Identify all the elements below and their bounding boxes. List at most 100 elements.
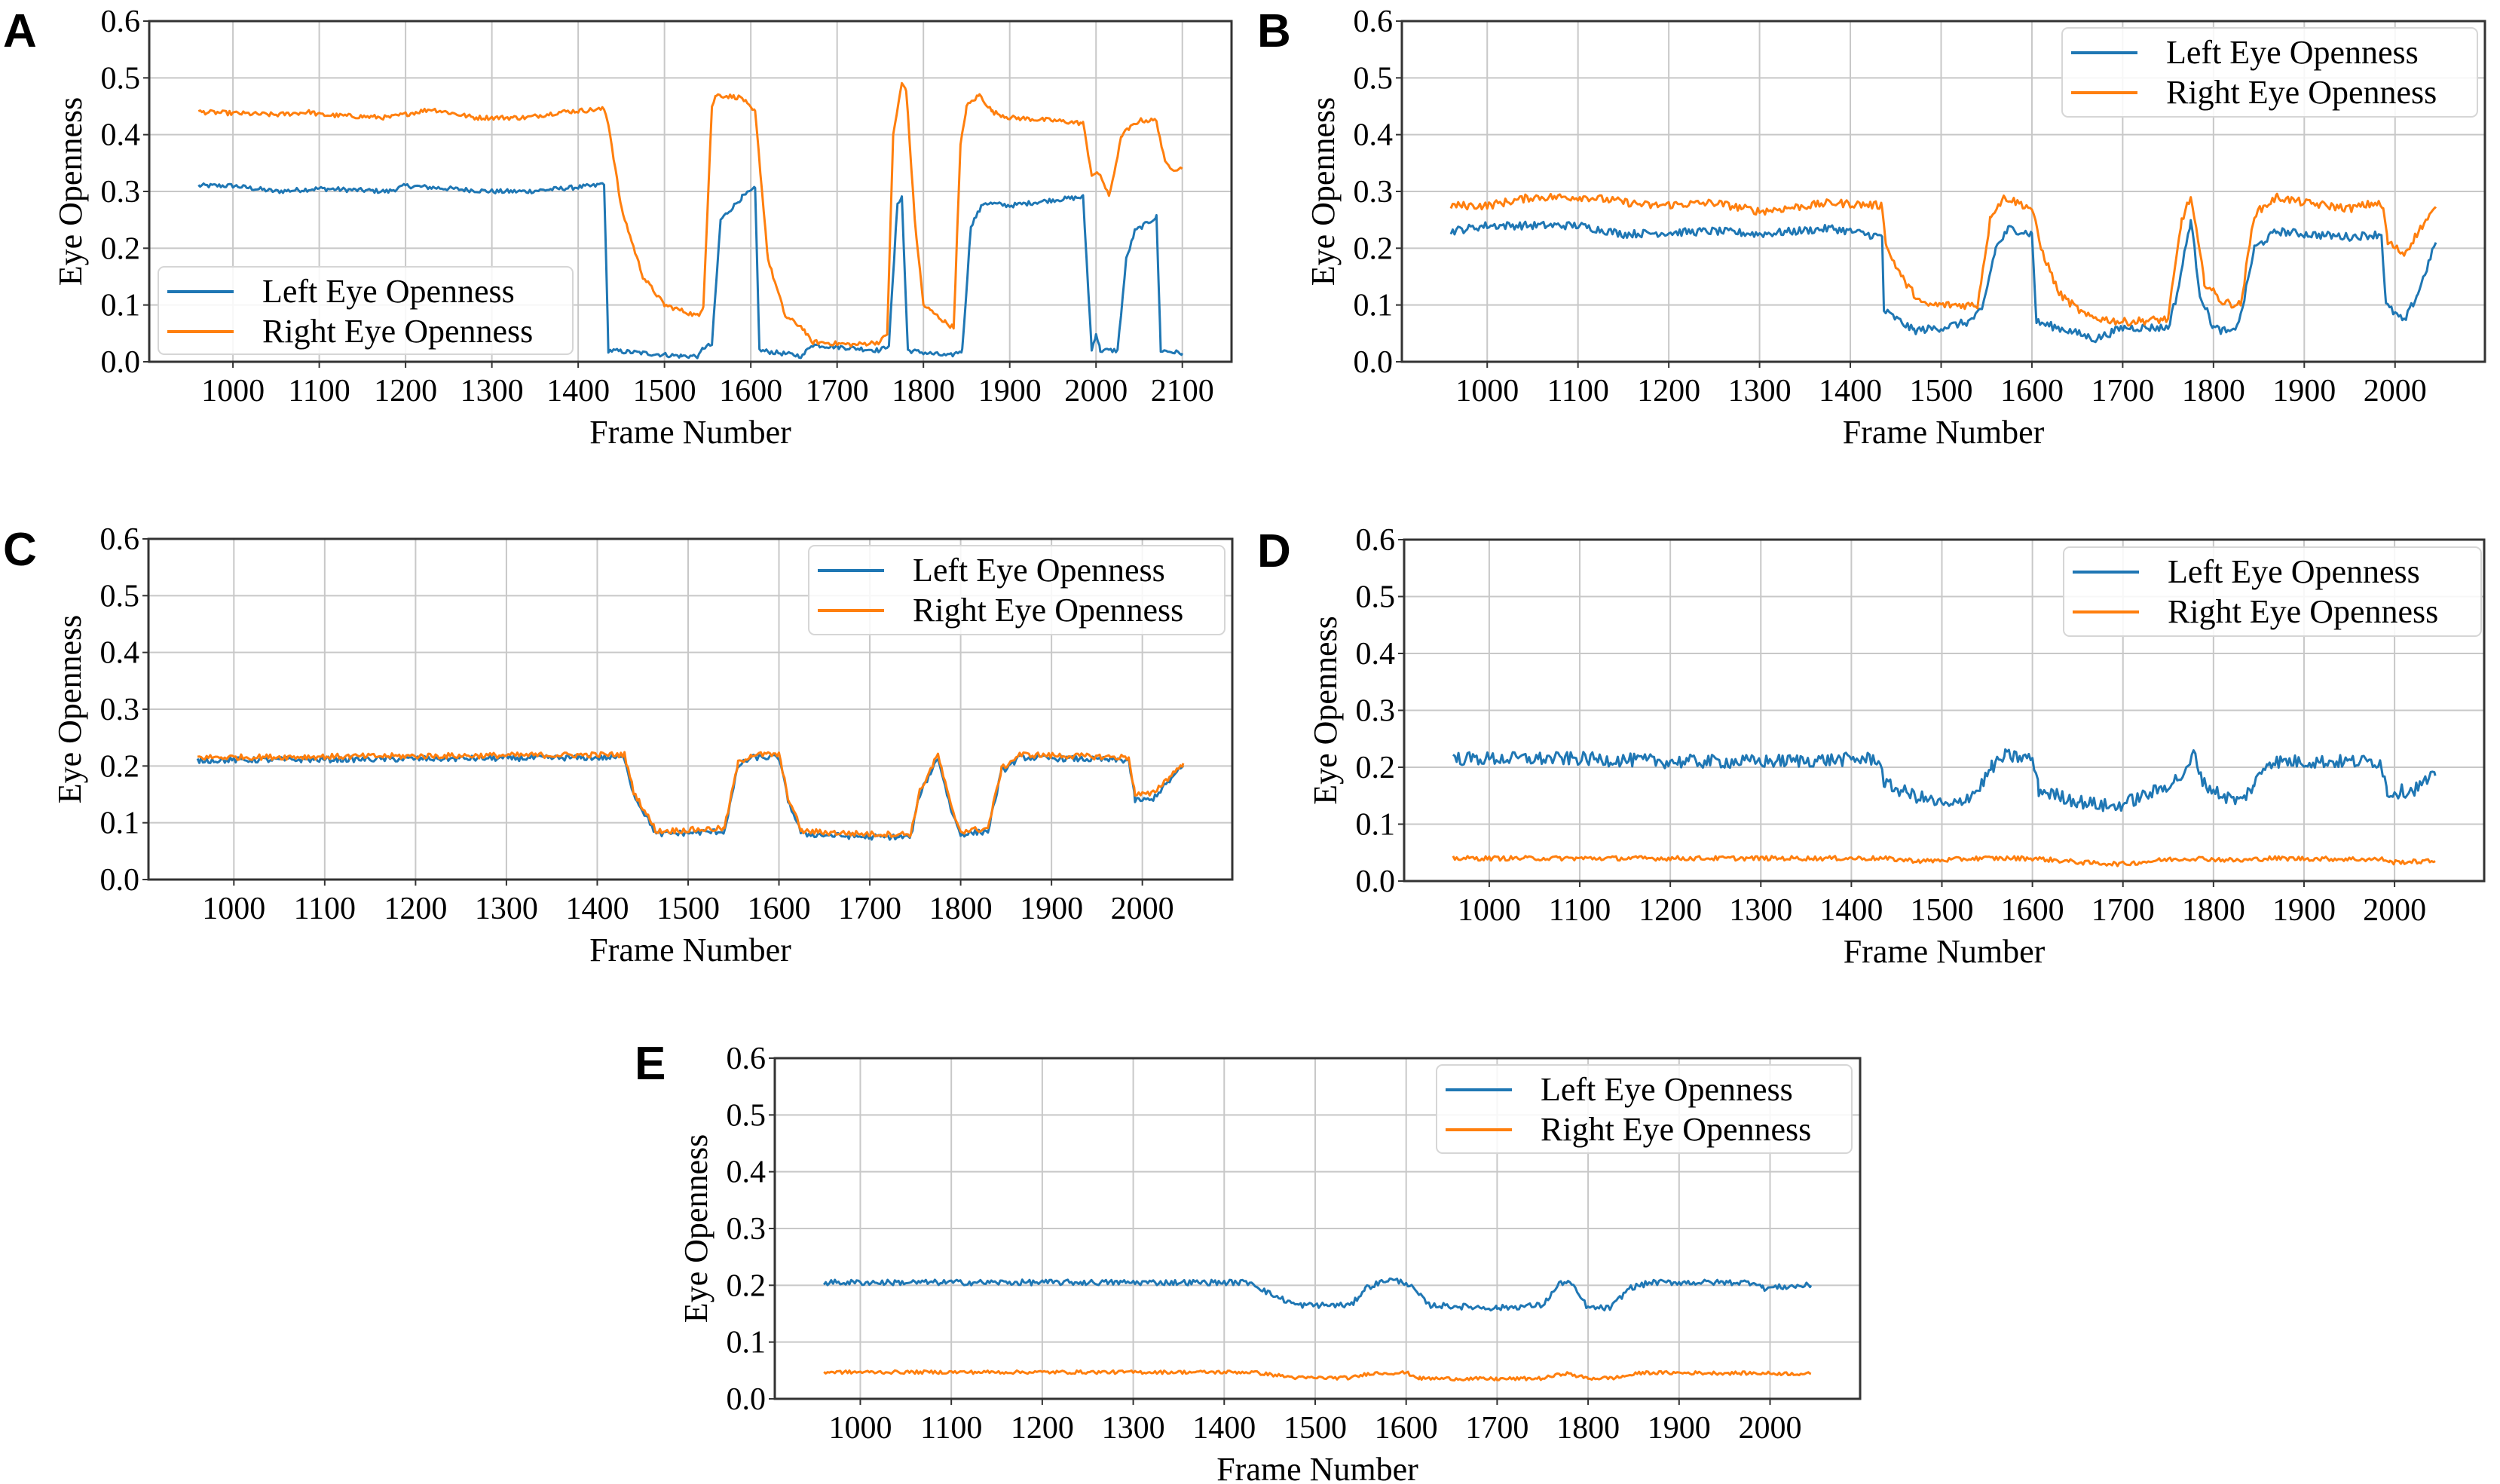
y-tick-label: 0.1 <box>1356 808 1396 843</box>
series-line-left-eye <box>1449 219 2437 344</box>
x-tick-label: 1900 <box>2272 893 2336 928</box>
x-tick-label: 1300 <box>461 374 524 408</box>
x-axis-label: Frame Number <box>589 932 791 968</box>
plot-frame <box>148 20 1233 363</box>
panel-label: A <box>3 5 37 57</box>
x-tick-label: 1200 <box>374 374 437 408</box>
x-tick-label: 1200 <box>1639 893 1702 928</box>
y-tick-label: 0.2 <box>100 749 140 784</box>
y-tick-label: 0.6 <box>727 1042 767 1076</box>
legend-label: Right Eye Openness <box>1541 1111 1811 1148</box>
legend-box <box>1436 1064 1853 1154</box>
y-tick-label: 0.0 <box>1354 345 1394 380</box>
series-line-right-eye <box>197 751 1185 838</box>
y-tick-label: 0.3 <box>101 175 141 210</box>
y-tick-label: 0.3 <box>1356 694 1396 729</box>
x-tick-label: 1000 <box>201 374 265 408</box>
legend-label: Left Eye Openness <box>262 273 515 310</box>
x-tick-label: 1100 <box>1547 374 1608 408</box>
x-tick-label: 1100 <box>920 1411 982 1446</box>
panel-label: C <box>3 524 37 576</box>
x-tick-label: 1500 <box>1284 1411 1347 1446</box>
legend-label: Right Eye Openness <box>913 592 1183 629</box>
x-tick-label: 1000 <box>1458 893 1521 928</box>
x-tick-label: 1600 <box>2000 374 2064 408</box>
x-tick-label: 1400 <box>1192 1411 1256 1446</box>
y-tick-label: 0.0 <box>1356 864 1396 899</box>
x-tick-label: 1900 <box>1020 892 1083 926</box>
legend-box <box>2063 546 2482 637</box>
x-tick-label: 1900 <box>2272 374 2336 408</box>
x-axis-label: Frame Number <box>589 414 791 451</box>
x-tick-label: 1400 <box>1819 374 1882 408</box>
legend-label: Left Eye Openness <box>913 552 1165 589</box>
y-tick-label: 0.4 <box>100 636 140 671</box>
y-tick-label: 0.5 <box>101 61 141 96</box>
plot-frame <box>773 1057 1862 1400</box>
x-axis-label: Frame Number <box>1844 933 2046 970</box>
x-tick-label: 1900 <box>1648 1411 1711 1446</box>
series-line-right-eye <box>197 81 1183 348</box>
x-tick-label: 1500 <box>656 892 720 926</box>
legend-label: Right Eye Openness <box>2166 74 2437 111</box>
y-axis-label: Eye Openness <box>1307 616 1344 805</box>
y-tick-label: 0.5 <box>727 1098 767 1133</box>
x-tick-label: 1700 <box>2091 893 2155 928</box>
plot-frame <box>147 537 1234 881</box>
panel-c: C 1000 1100 1200 1300 1400 1500 1600 1700 1800 190… <box>3 522 1234 968</box>
y-tick-label: 0.0 <box>101 345 141 380</box>
y-axis-label: Eye Openness <box>51 615 88 804</box>
x-tick-label: 1200 <box>384 892 447 926</box>
series-line-left-eye <box>197 182 1184 360</box>
series-line-right-eye <box>1452 855 2436 867</box>
legend-label: Right Eye Openness <box>2168 593 2438 630</box>
x-tick-label: 1200 <box>1011 1411 1074 1446</box>
plot-frame <box>1403 538 2486 883</box>
x-tick-label: 2000 <box>2363 893 2426 928</box>
panel-label: B <box>1257 5 1291 57</box>
x-tick-label: 1400 <box>565 892 629 926</box>
y-tick-label: 0.3 <box>100 693 140 727</box>
x-tick-label: 1900 <box>978 374 1042 408</box>
x-axis-label: Frame Number <box>1843 414 2045 451</box>
x-axis-label: Frame Number <box>1216 1451 1418 1484</box>
panel-e: E 1000 1100 1200 1300 1400 1500 1600 1700 1800 190… <box>635 1038 1862 1484</box>
y-axis-label: Eye Openness <box>52 97 89 286</box>
y-axis-label: Eye Openness <box>1305 97 1342 286</box>
x-tick-label: 1600 <box>719 374 782 408</box>
x-tick-label: 1300 <box>475 892 538 926</box>
x-tick-label: 1800 <box>1556 1411 1620 1446</box>
panel-b: B 1000 1100 1200 1300 1400 1500 1600 1700 1800 190… <box>1257 5 2486 451</box>
y-tick-label: 0.4 <box>101 118 141 153</box>
y-tick-label: 0.2 <box>1354 231 1394 266</box>
legend-label: Right Eye Openness <box>262 313 533 350</box>
x-tick-label: 1700 <box>1465 1411 1528 1446</box>
y-tick-label: 0.2 <box>727 1268 767 1303</box>
y-tick-label: 0.5 <box>1354 61 1394 96</box>
y-tick-label: 0.6 <box>100 522 140 557</box>
x-tick-label: 1400 <box>1819 893 1883 928</box>
x-tick-label: 2000 <box>1064 374 1128 408</box>
x-tick-label: 1200 <box>1637 374 1700 408</box>
y-tick-label: 0.0 <box>100 863 140 898</box>
x-tick-label: 1100 <box>294 892 356 926</box>
x-tick-label: 2000 <box>2364 374 2427 408</box>
y-tick-label: 0.6 <box>1354 5 1394 39</box>
y-axis-label: Eye Openness <box>678 1134 715 1323</box>
legend-label: Left Eye Openness <box>2166 34 2419 71</box>
panel-a: A 1000 1100 1200 1300 1400 1500 1600 1700 1800 190… <box>3 5 1233 451</box>
y-tick-label: 0.4 <box>1354 118 1394 153</box>
x-tick-label: 1800 <box>2182 893 2245 928</box>
x-tick-label: 1700 <box>838 892 901 926</box>
x-tick-label: 1600 <box>1375 1411 1438 1446</box>
series-line-right-eye <box>1449 192 2437 327</box>
x-tick-label: 2000 <box>1111 892 1174 926</box>
series-line-left-eye <box>1452 748 2437 812</box>
y-tick-label: 0.6 <box>101 5 141 39</box>
series-line-left-eye <box>822 1277 1813 1312</box>
x-tick-label: 1600 <box>748 892 811 926</box>
x-tick-label: 1300 <box>1728 374 1792 408</box>
x-tick-label: 1800 <box>892 374 955 408</box>
